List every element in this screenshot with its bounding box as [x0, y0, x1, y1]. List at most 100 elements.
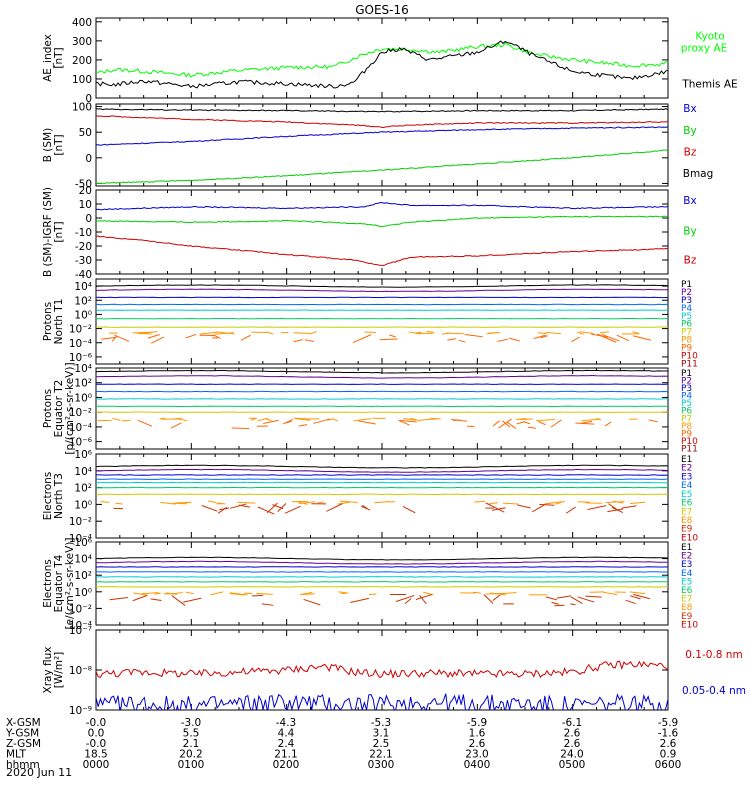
channel-label-P9: P9	[681, 429, 692, 439]
series-line-Kyoto proxy AE	[96, 42, 668, 78]
panel-frame	[95, 367, 669, 450]
channel-segment-P9	[399, 419, 417, 423]
channel-segment-E9	[517, 504, 531, 509]
y-tick-label: 10²	[74, 483, 92, 495]
channel-label-P3: P3	[681, 296, 692, 306]
channel-segment-P9	[298, 424, 308, 427]
y-axis-label: Electrons	[42, 472, 54, 521]
channel-segment-E9	[551, 601, 559, 605]
orbit-value: 3.1	[373, 728, 390, 740]
channel-segment-P8	[426, 330, 435, 333]
y-tick-label: -40	[75, 269, 92, 281]
legend-Bz: Bz	[684, 147, 697, 159]
channel-label-P7: P7	[681, 328, 692, 338]
channel-segment-E9	[361, 505, 371, 511]
channel-segment-P9	[527, 426, 536, 429]
panel-data	[96, 284, 668, 344]
channel-segment-E8	[555, 500, 565, 505]
channel-label-E5: E5	[681, 577, 692, 587]
channel-segment-E8	[545, 501, 562, 505]
channel-segment-P9	[101, 336, 117, 340]
channel-segment-E9	[326, 503, 343, 512]
channel-segment-P9	[501, 420, 511, 428]
channel-segment-P9	[550, 419, 562, 428]
orbit-value: 23.0	[465, 749, 488, 761]
channel-label-E7: E7	[681, 595, 692, 605]
y-tick-label: 10⁴	[74, 554, 92, 566]
y-tick-label: 0	[85, 93, 92, 105]
channel-segment-P9	[540, 335, 548, 339]
channel-segment-E8	[185, 591, 194, 595]
channel-segment-P9	[601, 333, 620, 342]
series-line-Themis AE	[96, 40, 668, 89]
panel-data	[96, 369, 668, 429]
channel-segment-P8	[265, 418, 272, 422]
orbit-value: 0100	[178, 759, 205, 771]
channel-label-E10: E10	[681, 620, 698, 630]
channel-segment-E9	[577, 596, 595, 603]
channel-segment-E8	[217, 502, 226, 505]
channel-line-E4	[96, 571, 668, 573]
channel-segment-P9	[398, 419, 410, 426]
channel-segment-E8	[299, 501, 316, 504]
y-tick-label: 100	[72, 74, 92, 86]
legend-By: By	[683, 225, 696, 237]
y-tick-label: 10⁻²	[69, 324, 92, 336]
channel-label-E1: E1	[681, 455, 692, 465]
channel-segment-E9	[625, 599, 636, 605]
channel-segment-E8	[165, 592, 177, 595]
channel-segment-P8	[138, 330, 158, 335]
channel-segment-P9	[533, 334, 546, 339]
channel-line-E2	[96, 560, 668, 565]
y-axis-label: [nT]	[53, 221, 65, 242]
orbit-value: -4.3	[276, 717, 297, 729]
channel-segment-P9	[509, 337, 520, 342]
channel-segment-P8	[214, 332, 234, 335]
y-tick-label: 200	[72, 55, 92, 67]
channel-segment-E9	[485, 502, 505, 513]
y-tick-label: 10²	[74, 295, 92, 307]
channel-segment-P9	[240, 334, 251, 341]
y-tick-label: 10⁻⁸	[69, 665, 92, 677]
channel-segment-E9	[201, 505, 218, 512]
orbit-value: 2.4	[278, 738, 295, 750]
y-axis-label: [nT]	[53, 134, 65, 155]
channel-segment-E9	[629, 595, 641, 600]
orbit-value: -0.0	[86, 717, 107, 729]
channel-segment-P9	[358, 420, 376, 425]
channel-label-P5: P5	[681, 312, 692, 322]
channel-segment-E9	[621, 505, 637, 509]
y-tick-label: 10⁴	[74, 281, 92, 293]
y-axis-label: Equator T2	[53, 380, 65, 438]
channel-segment-E8	[100, 501, 110, 503]
orbit-value: 2.5	[373, 738, 390, 750]
channel-segment-P9	[147, 333, 160, 339]
legend-By: By	[683, 125, 696, 137]
plot-title: GOES-16	[355, 3, 409, 17]
series-line-Bz	[96, 235, 668, 266]
legend-Bmag: Bmag	[683, 168, 714, 180]
channel-segment-P9	[453, 419, 459, 422]
channel-segment-E9	[532, 504, 546, 513]
channel-label-E4: E4	[681, 481, 693, 491]
series-line-Bx	[96, 201, 668, 211]
channel-label-E3: E3	[681, 472, 692, 482]
panel-4: 10⁴ 10² 10⁰ 10⁻² 10⁻⁴ 10⁻⁶ Protons North T1 P1P2…	[42, 278, 698, 369]
channel-segment-P9	[282, 418, 294, 425]
channel-segment-E9	[219, 507, 230, 511]
channel-segment-P8	[419, 418, 438, 421]
y-tick-label: 10²	[74, 378, 92, 390]
orbit-row-label: MLT	[6, 749, 26, 761]
channel-segment-P9	[538, 420, 546, 426]
y-tick-label: 10⁴	[74, 466, 92, 478]
channel-line-E5	[96, 576, 668, 578]
channel-segment-E8	[175, 501, 192, 504]
channel-segment-E9	[632, 593, 650, 600]
channel-segment-P9	[604, 421, 612, 427]
orbit-value: 0200	[273, 759, 300, 771]
channel-segment-P9	[632, 335, 652, 341]
y-tick-label: 10⁻⁴	[69, 620, 92, 632]
channel-label-E7: E7	[681, 507, 692, 517]
